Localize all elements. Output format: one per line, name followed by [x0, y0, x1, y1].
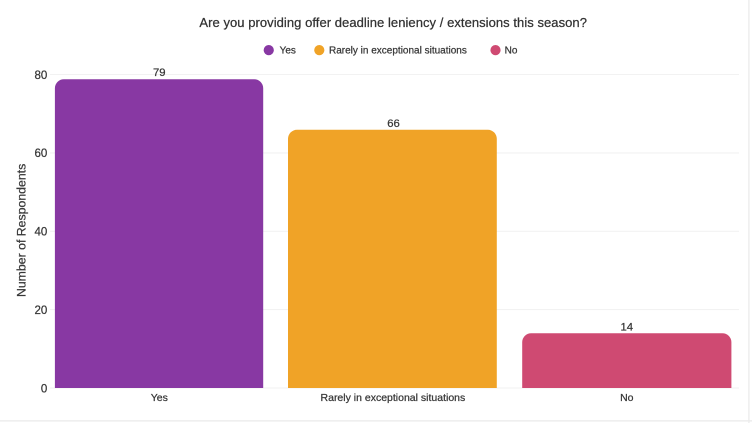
svg-text:20: 20: [35, 305, 48, 317]
svg-text:Rarely in exceptional situatio: Rarely in exceptional situations: [329, 45, 467, 56]
svg-text:No: No: [505, 45, 518, 56]
svg-text:40: 40: [35, 227, 48, 239]
svg-text:80: 80: [35, 70, 48, 82]
svg-text:14: 14: [621, 321, 634, 333]
svg-text:Yes: Yes: [151, 392, 168, 404]
svg-text:Rarely in exceptional situatio: Rarely in exceptional situations: [321, 392, 466, 404]
svg-text:No: No: [620, 392, 634, 404]
svg-text:Yes: Yes: [280, 45, 296, 56]
svg-text:Are you providing offer deadli: Are you providing offer deadline lenienc…: [199, 15, 587, 30]
svg-text:79: 79: [153, 67, 166, 79]
svg-text:66: 66: [387, 118, 400, 130]
svg-text:60: 60: [35, 148, 48, 160]
svg-text:0: 0: [41, 383, 47, 395]
svg-text:Number of Respondents: Number of Respondents: [15, 164, 29, 297]
